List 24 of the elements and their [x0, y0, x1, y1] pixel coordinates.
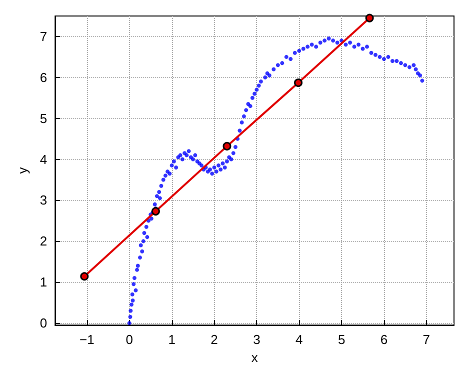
point	[151, 207, 160, 216]
x-tick-label: 7	[422, 332, 430, 348]
point	[365, 14, 374, 22]
point	[222, 142, 232, 150]
x-tick-label: 1	[168, 332, 176, 348]
x-tick-label: 4	[296, 332, 303, 348]
x-tick-label: 5	[338, 332, 346, 348]
x-tick-label: 0	[126, 332, 134, 348]
point	[80, 272, 89, 281]
x-tick-label: −1	[80, 332, 94, 348]
y-tick-label: 2	[40, 234, 48, 249]
y-tick-label: 1	[40, 274, 48, 290]
point	[294, 78, 303, 87]
y-axis-title: y	[15, 166, 30, 174]
x-tick-label: 2	[210, 332, 218, 348]
y-tick-label: 0	[40, 316, 48, 331]
x-tick-label: 6	[380, 332, 388, 348]
y-tick-label: 6	[40, 70, 48, 85]
y-tick-label: 4	[40, 152, 48, 167]
y-tick-label: 7	[40, 28, 48, 44]
y-tick-label: 5	[40, 110, 48, 126]
x-tick-label: 3	[253, 332, 260, 348]
x-axis-title: x	[251, 350, 258, 365]
y-tick-label: 3	[40, 192, 48, 208]
